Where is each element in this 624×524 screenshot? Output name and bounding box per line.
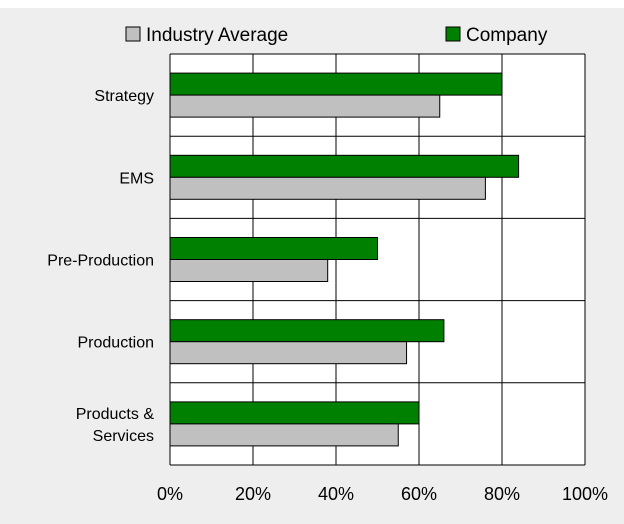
- x-tick-label: 0%: [157, 484, 183, 504]
- category-labels: Strategy EMS Pre-Production Production Produ…: [47, 88, 154, 445]
- bar-industry-average-strategy: [169, 94, 441, 118]
- bar-company-ems: [169, 154, 520, 178]
- grid-layer: [169, 53, 586, 466]
- category-label-strategy: Strategy: [94, 88, 154, 105]
- category-label-ems: EMS: [119, 170, 154, 187]
- category-label-pre-production: Pre-Production: [47, 253, 154, 270]
- bars-layer: [169, 72, 520, 447]
- x-tick-label: 20%: [235, 484, 271, 504]
- bar-company-pre-production: [169, 237, 378, 260]
- legend-label-industry-average: Industry Average: [146, 25, 288, 46]
- x-tick-label: 80%: [484, 484, 520, 504]
- bar-company-strategy: [169, 72, 503, 96]
- bar-industry-average-products-services: [169, 423, 399, 447]
- legend: Industry Average Company: [125, 25, 548, 46]
- category-label-production: Production: [78, 335, 155, 352]
- bar-industry-average-production: [169, 341, 408, 365]
- x-tick-label: 40%: [318, 484, 354, 504]
- legend-label-company: Company: [466, 25, 548, 46]
- bar-company-products-services: [169, 401, 420, 425]
- x-tick-label: 100%: [562, 484, 608, 504]
- x-tick-labels: 0% 20% 40% 60% 80% 100%: [157, 484, 608, 504]
- bar-company-production: [169, 319, 445, 343]
- chart-top-band: [0, 0, 624, 8]
- bar-industry-average-ems: [169, 176, 486, 200]
- legend-swatch-industry-average: [125, 26, 141, 42]
- category-label-products-services: Products & Services: [76, 406, 155, 445]
- legend-swatch-company: [445, 26, 461, 42]
- x-tick-label: 60%: [401, 484, 437, 504]
- bar-industry-average-pre-production: [169, 259, 329, 282]
